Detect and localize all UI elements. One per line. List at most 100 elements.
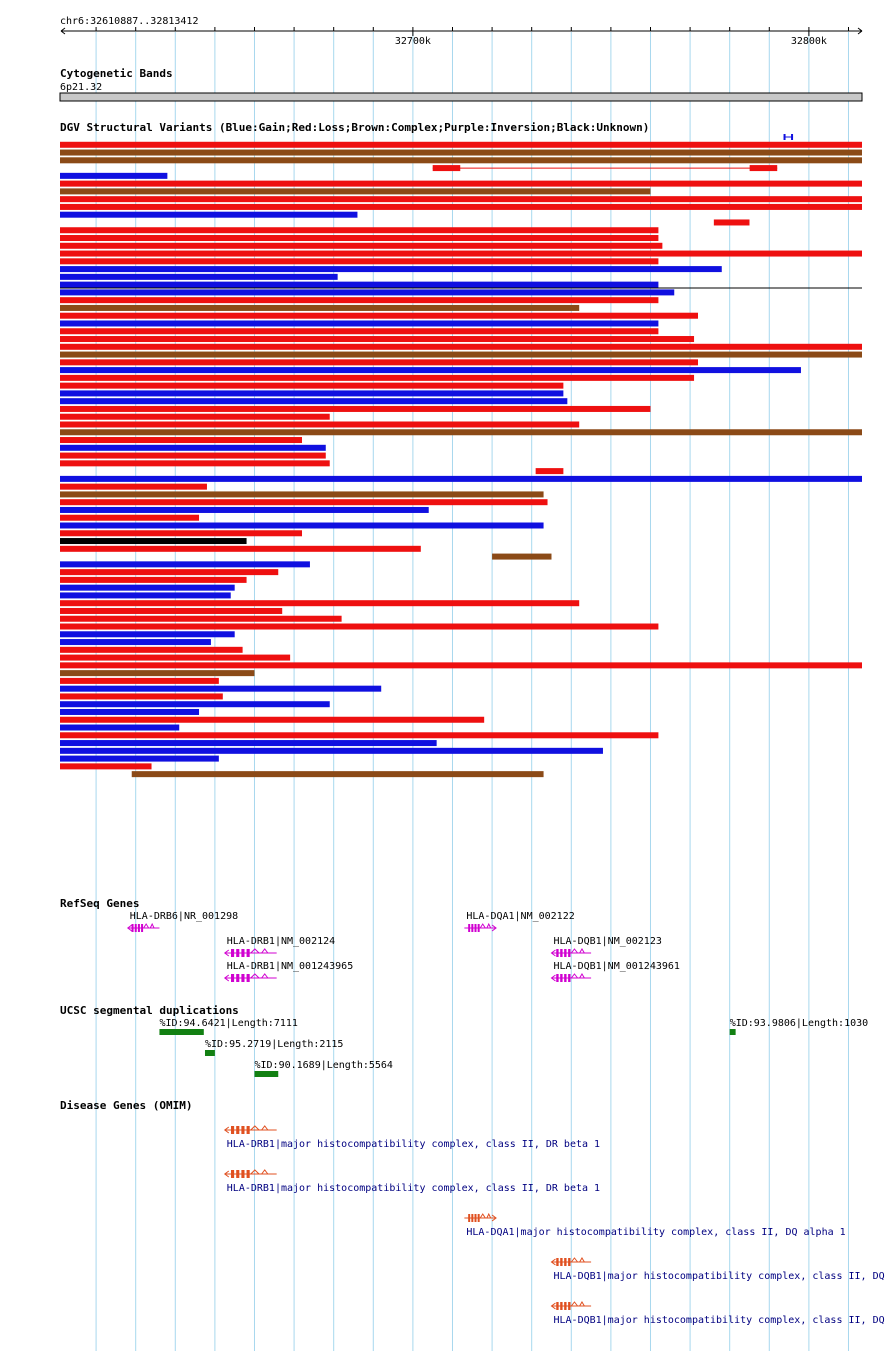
dgv-variant[interactable] bbox=[60, 483, 207, 490]
dgv-variant[interactable] bbox=[60, 273, 338, 280]
segdup-block[interactable] bbox=[729, 1029, 736, 1035]
dgv-variant[interactable] bbox=[60, 266, 722, 273]
refseq-gene-label[interactable]: HLA-DQA1|NM_002122 bbox=[466, 911, 574, 922]
dgv-variant[interactable] bbox=[60, 530, 303, 537]
dgv-variant-block[interactable] bbox=[791, 134, 794, 140]
dgv-variant[interactable] bbox=[60, 724, 180, 731]
dgv-variant[interactable] bbox=[60, 172, 168, 179]
dgv-variant[interactable] bbox=[60, 646, 243, 653]
dgv-variant[interactable] bbox=[60, 670, 255, 677]
dgv-variant[interactable] bbox=[60, 157, 862, 164]
dgv-variant[interactable] bbox=[60, 545, 421, 552]
refseq-gene[interactable] bbox=[464, 922, 497, 932]
segdup-label[interactable]: %ID:95.2719|Length:2115 bbox=[205, 1039, 343, 1050]
dgv-variant[interactable] bbox=[60, 506, 429, 513]
omim-gene-label[interactable]: HLA-DRB1|major histocompatibility comple… bbox=[227, 1183, 600, 1194]
refseq-gene-label[interactable]: HLA-DQB1|NM_002123 bbox=[553, 936, 661, 947]
segdup-track[interactable]: UCSC segmental duplications %ID:94.6421|… bbox=[60, 1004, 868, 1077]
dgv-variant[interactable] bbox=[60, 615, 342, 622]
dgv-variant[interactable] bbox=[60, 444, 326, 451]
dgv-variant[interactable] bbox=[60, 569, 279, 576]
dgv-variant[interactable] bbox=[60, 662, 862, 669]
omim-gene-label[interactable]: HLA-DQB1|major histocompatibility comple… bbox=[553, 1315, 890, 1326]
dgv-variant[interactable] bbox=[60, 141, 862, 148]
dgv-variant[interactable] bbox=[60, 584, 235, 591]
dgv-variant[interactable] bbox=[60, 716, 485, 723]
segdup-block[interactable] bbox=[159, 1029, 204, 1035]
cytoband-track[interactable]: Cytogenetic Bands 6p21.32 bbox=[59, 67, 863, 102]
dgv-variant-block[interactable] bbox=[783, 134, 786, 140]
refseq-gene[interactable] bbox=[550, 948, 592, 957]
dgv-variant[interactable] bbox=[60, 390, 564, 397]
dgv-variant[interactable] bbox=[60, 382, 564, 389]
dgv-variant[interactable] bbox=[60, 235, 659, 242]
dgv-track[interactable]: DGV Structural Variants (Blue:Gain;Red:L… bbox=[60, 121, 862, 778]
dgv-variant[interactable] bbox=[60, 755, 219, 762]
omim-gene-label[interactable]: HLA-DQB1|major histocompatibility comple… bbox=[553, 1271, 890, 1282]
refseq-gene-label[interactable]: HLA-DQB1|NM_001243961 bbox=[553, 961, 679, 972]
omim-gene-label[interactable]: HLA-DRB1|major histocompatibility comple… bbox=[227, 1139, 600, 1150]
dgv-variant[interactable] bbox=[60, 180, 862, 187]
dgv-variant[interactable] bbox=[60, 304, 580, 311]
dgv-variant[interactable] bbox=[60, 654, 291, 661]
dgv-variant[interactable] bbox=[60, 437, 303, 444]
dgv-variant[interactable] bbox=[60, 561, 310, 568]
cytoband-bar[interactable] bbox=[59, 92, 863, 102]
dgv-variant[interactable] bbox=[60, 429, 862, 436]
dgv-variant[interactable] bbox=[60, 499, 548, 506]
dgv-variant[interactable] bbox=[60, 188, 651, 195]
omim-gene[interactable] bbox=[464, 1212, 497, 1222]
refseq-gene-label[interactable]: HLA-DRB1|NM_001243965 bbox=[227, 961, 353, 972]
dgv-variant[interactable] bbox=[60, 522, 544, 529]
dgv-variant[interactable] bbox=[60, 623, 659, 630]
dgv-variant[interactable] bbox=[60, 747, 603, 754]
dgv-variant[interactable] bbox=[60, 343, 862, 350]
dgv-variant[interactable] bbox=[60, 312, 699, 319]
omim-gene[interactable] bbox=[223, 1169, 277, 1178]
dgv-variant[interactable] bbox=[60, 708, 200, 715]
dgv-variant[interactable] bbox=[535, 468, 564, 475]
dgv-variant[interactable] bbox=[60, 367, 801, 374]
refseq-track[interactable]: RefSeq Genes HLA-DRB6|NR_001298 HLA-DRB1|… bbox=[60, 897, 680, 982]
dgv-variant[interactable] bbox=[60, 351, 862, 358]
dgv-variant[interactable] bbox=[60, 639, 211, 646]
dgv-variant[interactable] bbox=[492, 553, 552, 560]
dgv-variant[interactable] bbox=[60, 576, 247, 583]
omim-gene[interactable] bbox=[550, 1301, 592, 1310]
dgv-variant[interactable] bbox=[60, 475, 862, 482]
dgv-variant[interactable] bbox=[60, 701, 330, 708]
dgv-variant[interactable] bbox=[60, 297, 659, 304]
dgv-variant[interactable] bbox=[60, 677, 219, 684]
dgv-variant[interactable] bbox=[60, 452, 326, 459]
segdup-block[interactable] bbox=[254, 1071, 279, 1077]
refseq-gene[interactable] bbox=[550, 973, 592, 982]
dgv-variant[interactable] bbox=[60, 732, 659, 739]
dgv-variant[interactable] bbox=[60, 211, 358, 218]
dgv-variant[interactable] bbox=[60, 258, 659, 265]
dgv-variant[interactable] bbox=[60, 413, 330, 420]
dgv-variant[interactable] bbox=[60, 763, 152, 770]
dgv-variant[interactable] bbox=[60, 328, 659, 335]
dgv-variant[interactable] bbox=[60, 398, 568, 405]
dgv-variant[interactable] bbox=[60, 600, 580, 607]
dgv-variant[interactable] bbox=[131, 771, 544, 778]
dgv-variant-block[interactable] bbox=[749, 165, 778, 172]
dgv-variant[interactable] bbox=[60, 149, 862, 156]
dgv-variant[interactable] bbox=[60, 203, 862, 210]
dgv-variant[interactable] bbox=[60, 281, 659, 288]
dgv-variant[interactable] bbox=[60, 242, 663, 249]
dgv-variant[interactable] bbox=[60, 693, 223, 700]
dgv-variant[interactable] bbox=[60, 374, 695, 381]
refseq-gene[interactable] bbox=[223, 973, 277, 982]
dgv-variant[interactable] bbox=[60, 336, 695, 343]
dgv-variant[interactable] bbox=[60, 250, 862, 257]
dgv-variant[interactable] bbox=[60, 607, 283, 614]
dgv-variant[interactable] bbox=[60, 320, 659, 327]
segdup-block[interactable] bbox=[204, 1050, 215, 1056]
refseq-gene[interactable] bbox=[223, 948, 277, 957]
refseq-gene-label[interactable]: HLA-DRB6|NR_001298 bbox=[130, 911, 238, 922]
omim-track[interactable]: Disease Genes (OMIM) HLA-DRB1|major hist… bbox=[60, 1099, 890, 1326]
dgv-variant[interactable] bbox=[60, 491, 544, 498]
ruler-track[interactable]: chr6:32610887..32813412 32700k 32800k bbox=[60, 16, 863, 47]
dgv-variant[interactable] bbox=[713, 219, 750, 226]
